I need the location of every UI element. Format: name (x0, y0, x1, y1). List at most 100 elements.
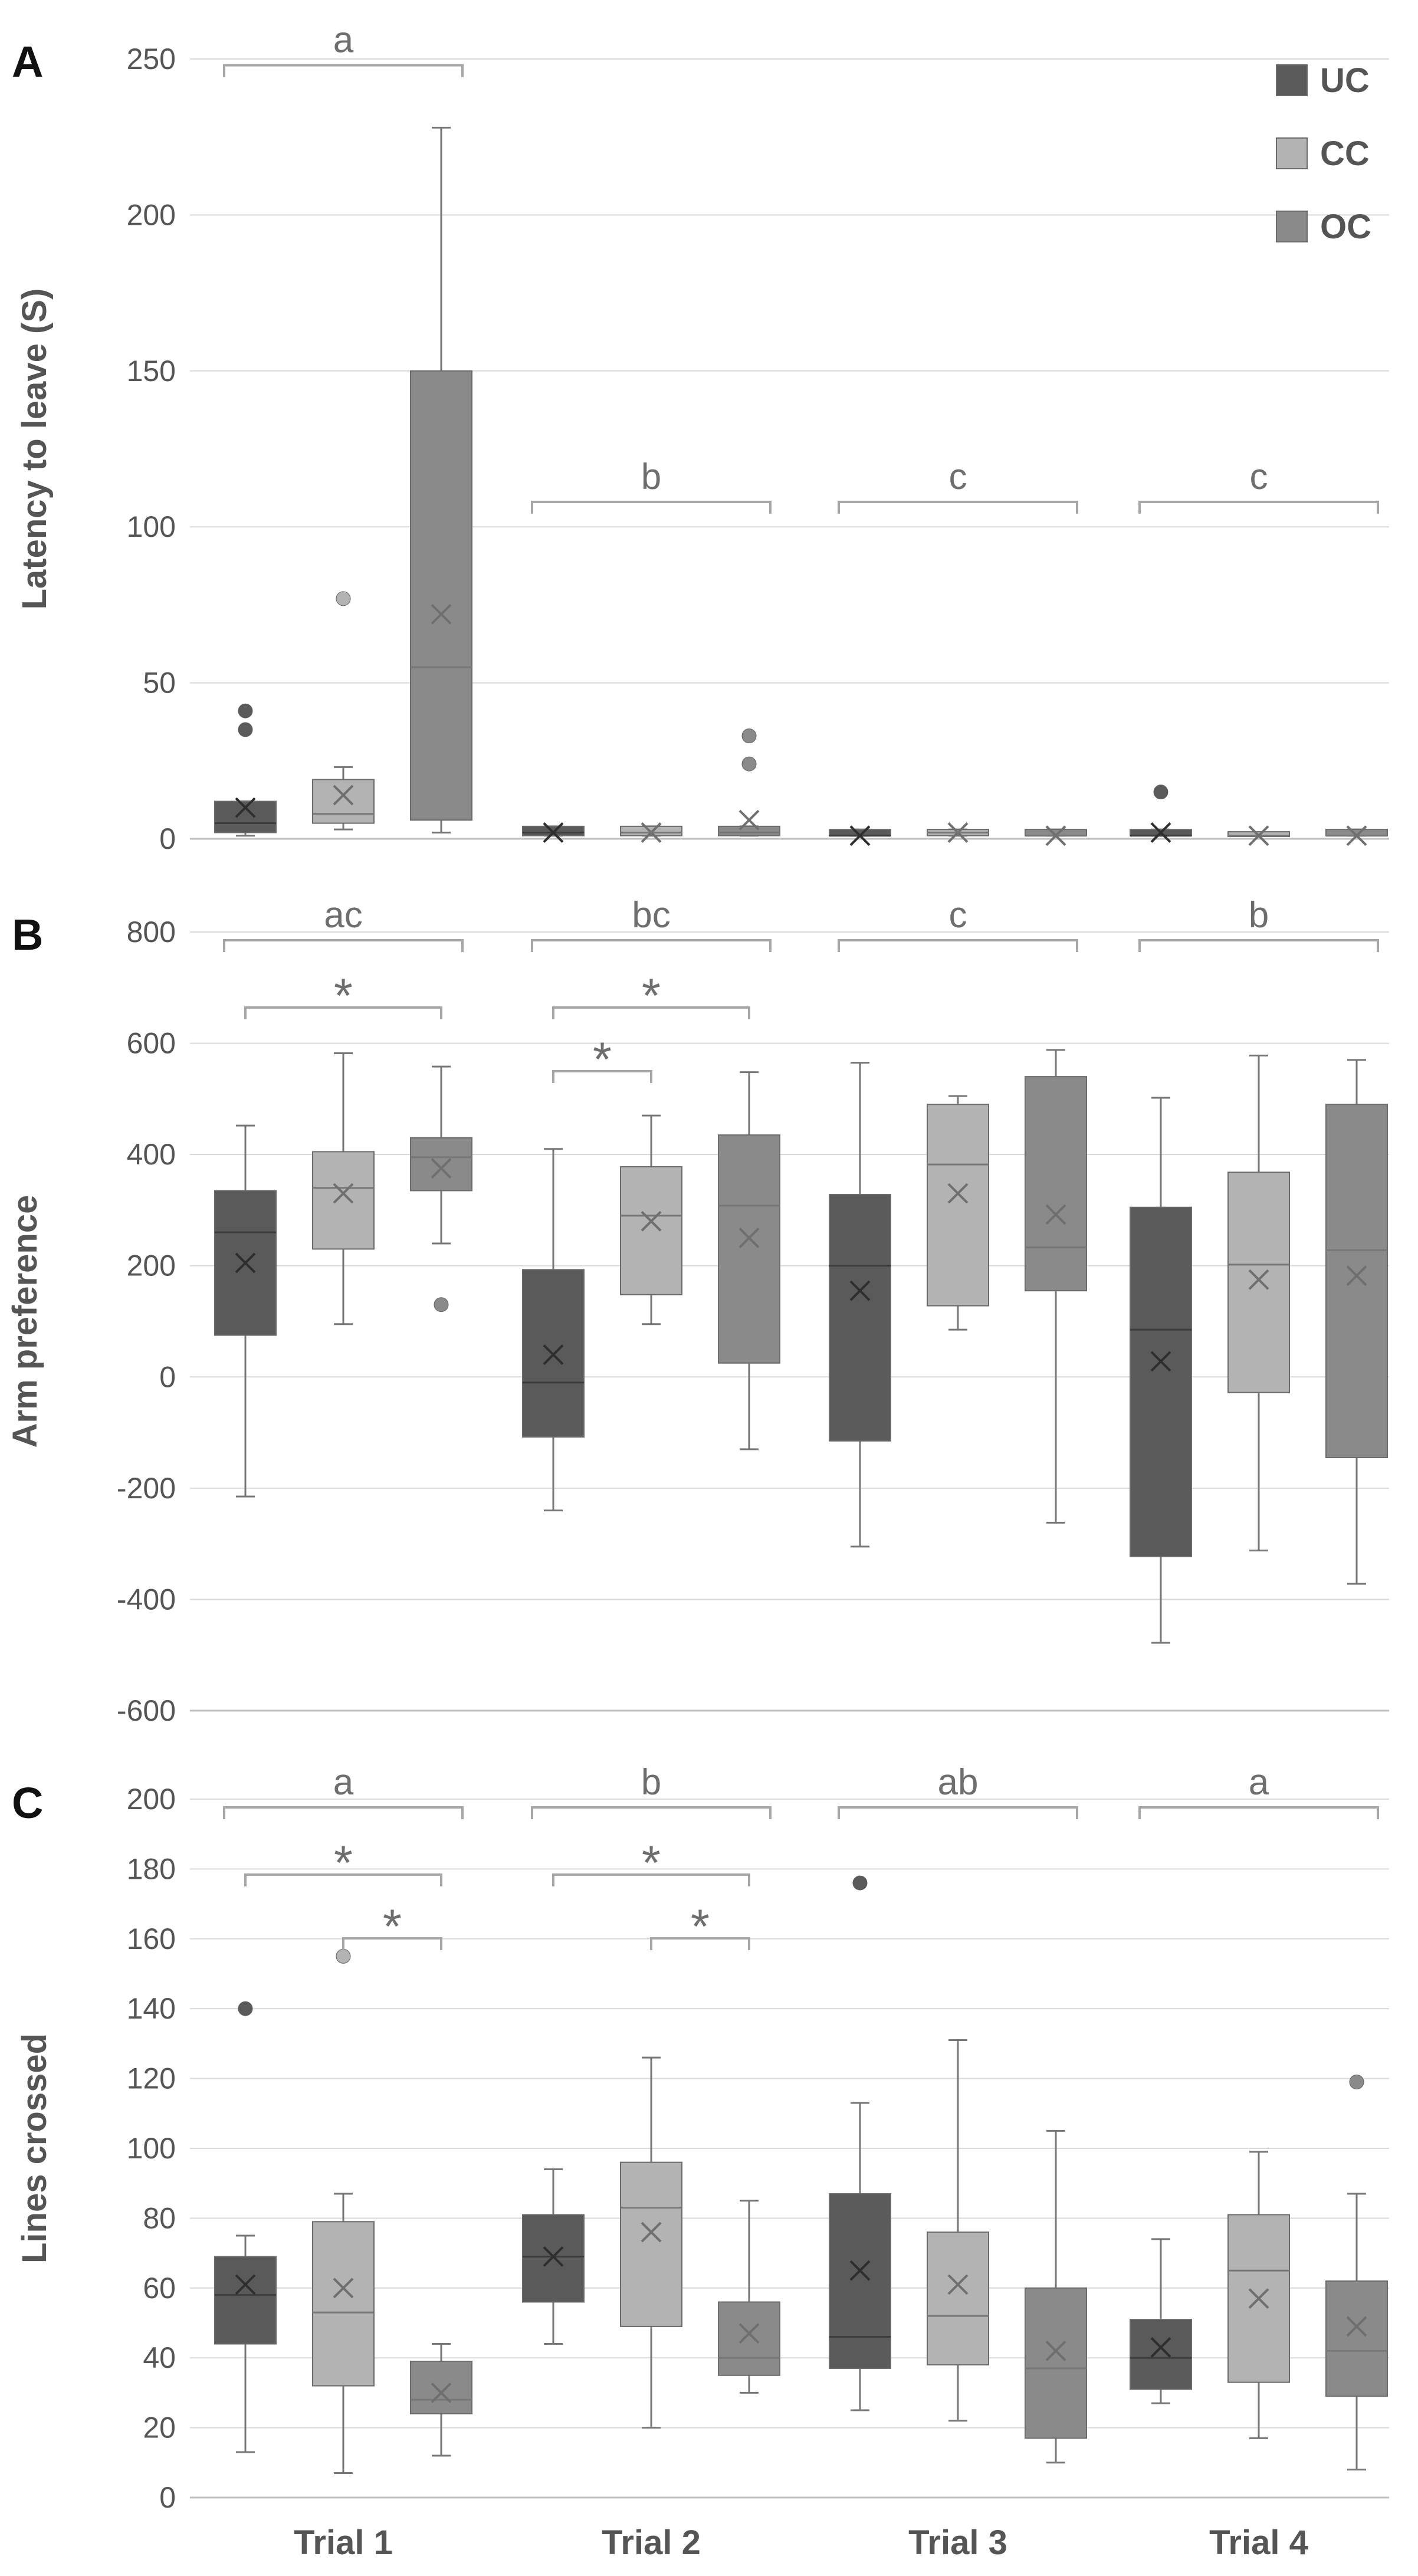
mean-marker (849, 1280, 871, 1301)
group-label: b (1249, 895, 1269, 936)
box-uc-trial-1 (214, 2001, 277, 2453)
iqr-box (1130, 2319, 1192, 2390)
y-tick-label: 250 (127, 42, 176, 76)
mean-marker (543, 822, 564, 843)
group-label: a (333, 20, 354, 61)
mean-marker (1248, 2288, 1269, 2309)
y-tick-label: -600 (117, 1694, 176, 1727)
y-axis-label: Arm preference (6, 1195, 44, 1448)
box-cc-trial-3 (927, 822, 989, 843)
box-uc-trial-4 (1130, 2238, 1192, 2404)
outlier-point (1153, 785, 1168, 800)
mean-marker (235, 2274, 256, 2295)
iqr-box (829, 2193, 891, 2369)
panel-label: C (12, 1778, 43, 1827)
y-tick-label: 600 (127, 1027, 176, 1060)
significance-star: * (642, 1836, 661, 1890)
iqr-box (1130, 1206, 1192, 1557)
y-tick-label: 800 (127, 915, 176, 949)
box-oc-trial-3 (1025, 825, 1087, 846)
iqr-box (927, 1104, 989, 1307)
mean-marker (1045, 1204, 1066, 1225)
group-label: c (949, 457, 967, 497)
group-bracket (223, 64, 464, 77)
mean-marker (849, 2260, 871, 2281)
y-tick-label: 0 (159, 1360, 176, 1393)
panel-label: B (12, 910, 43, 959)
box-oc-trial-1 (410, 126, 472, 833)
iqr-box (829, 1194, 891, 1442)
mean-marker (1346, 1265, 1367, 1287)
box-oc-trial-1 (410, 1065, 472, 1312)
mean-marker (641, 2221, 662, 2243)
group-bracket (1138, 500, 1379, 514)
y-tick-label: 0 (159, 822, 176, 855)
y-tick-label: 200 (127, 1249, 176, 1282)
panel-b: -600 -400 -200 0 200 400 600 800 B Arm preference… (6, 895, 1389, 1727)
iqr-box (410, 2361, 472, 2414)
group-label: bc (632, 895, 670, 936)
significance-bracket (342, 1937, 442, 1950)
iqr-box (312, 1151, 375, 1250)
box-oc-trial-4 (1325, 1059, 1388, 1585)
outlier-point (336, 591, 351, 606)
iqr-box (927, 2232, 989, 2366)
box-uc-trial-2 (522, 1148, 585, 1512)
mean-marker (947, 2274, 969, 2295)
iqr-box (718, 825, 780, 836)
mean-marker (738, 809, 760, 831)
box-cc-trial-1 (312, 591, 375, 831)
iqr-box (410, 1137, 472, 1192)
box-cc-trial-2 (620, 1114, 682, 1325)
group-label: ab (938, 1762, 979, 1803)
box-oc-trial-2 (718, 1071, 780, 1451)
legend-label-cc: CC (1320, 134, 1370, 173)
outlier-point (238, 703, 253, 718)
box-uc-trial-3 (829, 825, 891, 846)
panel-c: 0 20 40 60 80 100 120 140 160 180 200 C Lines crosse… (12, 1762, 1389, 2514)
box-uc-trial-2 (522, 2168, 585, 2345)
outlier-point (741, 756, 757, 772)
mean-marker (543, 1344, 564, 1365)
x-category-label: Trial 3 (908, 2524, 1007, 2562)
box-cc-trial-1 (312, 1948, 375, 2475)
iqr-box (312, 2221, 375, 2387)
group-label: b (641, 457, 661, 497)
group-bracket (531, 500, 772, 514)
group-bracket (531, 1806, 772, 1819)
y-tick-label: 150 (127, 355, 176, 388)
mean-marker (333, 1183, 354, 1204)
box-uc-trial-4 (1130, 785, 1192, 843)
group-bracket (838, 939, 1078, 952)
box-uc-trial-2 (522, 822, 585, 843)
mean-marker (333, 785, 354, 806)
x-category-label: Trial 4 (1209, 2524, 1308, 2562)
box-oc-trial-3 (1025, 2129, 1087, 2464)
outlier-point (1349, 2075, 1364, 2090)
y-tick-label: 180 (127, 1852, 176, 1885)
x-category-label: Trial 1 (294, 2524, 393, 2562)
y-tick-label: 160 (127, 1922, 176, 1955)
mean-marker (235, 1252, 256, 1274)
iqr-box (410, 370, 472, 821)
mean-marker (1248, 1269, 1269, 1290)
group-bracket (838, 500, 1078, 514)
legend-label-oc: OC (1320, 208, 1371, 246)
mean-marker (641, 822, 662, 843)
y-axis-label: Latency to leave (S) (15, 288, 54, 610)
group-label: c (1250, 457, 1268, 497)
mean-marker (1045, 825, 1066, 846)
box-oc-trial-4 (1325, 2075, 1388, 2471)
outlier-point (741, 728, 757, 743)
mean-marker (235, 797, 256, 818)
significance-star: * (593, 1033, 612, 1087)
legend-label-uc: UC (1320, 61, 1370, 100)
box-uc-trial-3 (829, 1062, 891, 1548)
y-tick-label: -400 (117, 1583, 176, 1616)
significance-bracket (244, 1006, 442, 1019)
box-uc-trial-3 (829, 1875, 891, 2411)
group-label: a (1249, 1762, 1269, 1803)
y-tick-label: 100 (127, 510, 176, 543)
box-cc-trial-3 (927, 2039, 989, 2422)
iqr-box (1227, 1171, 1290, 1393)
